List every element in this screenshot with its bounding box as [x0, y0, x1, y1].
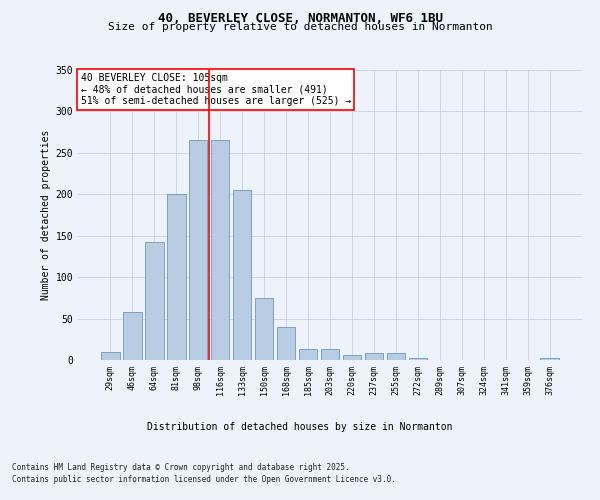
Bar [211, 140, 229, 360]
Bar [277, 327, 295, 360]
Y-axis label: Number of detached properties: Number of detached properties [41, 130, 52, 300]
Bar [343, 355, 361, 360]
Text: Size of property relative to detached houses in Normanton: Size of property relative to detached ho… [107, 22, 493, 32]
Bar [386, 354, 405, 360]
Bar [365, 354, 383, 360]
Bar [123, 312, 142, 360]
Bar [541, 358, 559, 360]
Bar [189, 140, 208, 360]
Text: Contains public sector information licensed under the Open Government Licence v3: Contains public sector information licen… [12, 475, 396, 484]
Bar [299, 349, 317, 360]
Bar [409, 358, 427, 360]
Bar [167, 194, 185, 360]
Bar [233, 190, 251, 360]
Text: Distribution of detached houses by size in Normanton: Distribution of detached houses by size … [147, 422, 453, 432]
Text: Contains HM Land Registry data © Crown copyright and database right 2025.: Contains HM Land Registry data © Crown c… [12, 462, 350, 471]
Text: 40, BEVERLEY CLOSE, NORMANTON, WF6 1BU: 40, BEVERLEY CLOSE, NORMANTON, WF6 1BU [157, 12, 443, 26]
Bar [320, 349, 340, 360]
Bar [255, 298, 274, 360]
Text: 40 BEVERLEY CLOSE: 105sqm
← 48% of detached houses are smaller (491)
51% of semi: 40 BEVERLEY CLOSE: 105sqm ← 48% of detac… [80, 73, 351, 106]
Bar [101, 352, 119, 360]
Bar [145, 242, 164, 360]
